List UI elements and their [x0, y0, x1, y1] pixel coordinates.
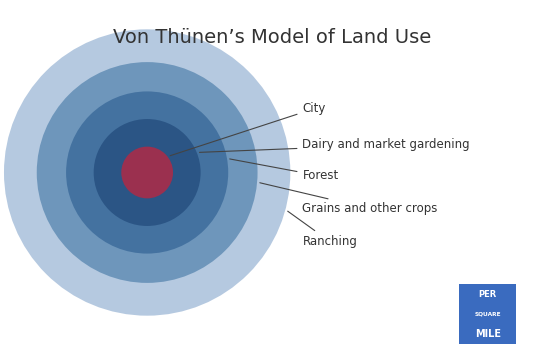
- FancyBboxPatch shape: [459, 284, 517, 344]
- Text: Grains and other crops: Grains and other crops: [260, 183, 438, 215]
- Text: City: City: [170, 102, 326, 156]
- Text: Forest: Forest: [230, 159, 339, 183]
- Text: SQUARE: SQUARE: [475, 312, 501, 316]
- Text: Dairy and market gardening: Dairy and market gardening: [199, 138, 470, 152]
- Circle shape: [66, 91, 228, 254]
- Circle shape: [94, 119, 201, 226]
- Text: MILE: MILE: [475, 329, 501, 339]
- Text: PER: PER: [479, 290, 497, 299]
- Circle shape: [4, 29, 290, 316]
- Circle shape: [37, 62, 258, 283]
- Circle shape: [122, 147, 173, 198]
- Text: Von Thünen’s Model of Land Use: Von Thünen’s Model of Land Use: [113, 28, 432, 47]
- Text: Ranching: Ranching: [288, 211, 358, 248]
